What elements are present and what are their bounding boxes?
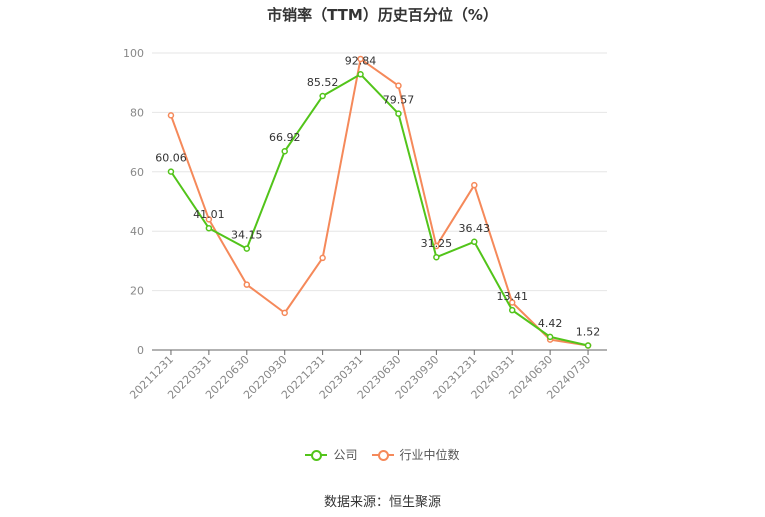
data-point-industry [319,254,326,262]
data-label: 79.57 [383,94,415,107]
data-point-industry [167,112,175,119]
y-tick-label: 100 [123,47,144,60]
series-line-industry [170,57,589,347]
data-point-industry [508,299,516,306]
data-label: 36.43 [459,222,491,235]
data-point-company [584,342,592,349]
legend-label-industry: 行业中位数 [399,448,460,462]
data-point-company [319,92,326,100]
data-label: 31.25 [421,237,453,250]
line-chart: 0204060801002021123120220331202206302022… [123,47,607,402]
data-point-industry [205,216,213,223]
data-label: 13.41 [496,290,528,303]
data-label: 60.06 [155,152,187,165]
data-point-industry [357,55,364,63]
data-point-company [508,306,516,314]
legend-swatch-company [305,449,328,461]
legend-swatch-industry [371,449,394,461]
data-point-company [546,333,554,341]
data-label: 4.42 [538,317,563,330]
data-point-industry [243,281,251,288]
y-tick-label: 60 [130,166,144,179]
data-label: 92.84 [345,54,377,67]
data-source: 数据来源：恒生聚源 [323,495,441,510]
chart-title: 市销率（TTM）历史百分位（%） [267,6,498,24]
data-point-company [167,168,175,175]
data-point-industry [281,309,288,317]
data-label: 85.52 [307,76,339,89]
data-label: 66.92 [269,131,301,144]
data-point-industry [395,82,402,89]
data-point-industry [471,181,478,189]
y-tick-label: 20 [130,285,144,298]
legend-item-company[interactable]: 公司 [305,446,358,463]
data-point-company [433,253,440,261]
legend: 公司 行业中位数 [0,446,765,463]
data-label: 1.52 [576,325,601,338]
y-tick-label: 40 [130,225,144,238]
data-point-company [205,224,213,232]
series-line-company [170,73,589,347]
y-tick-label: 0 [137,344,144,357]
data-point-company [471,238,478,246]
data-label: 41.01 [193,208,225,221]
y-tick-label: 80 [130,106,144,119]
data-point-company [243,245,251,252]
data-point-company [357,71,364,78]
legend-label-company: 公司 [333,448,358,462]
data-point-company [281,147,288,155]
data-label: 34.15 [231,229,263,242]
data-point-company [395,110,402,117]
legend-item-industry[interactable]: 行业中位数 [371,446,460,463]
